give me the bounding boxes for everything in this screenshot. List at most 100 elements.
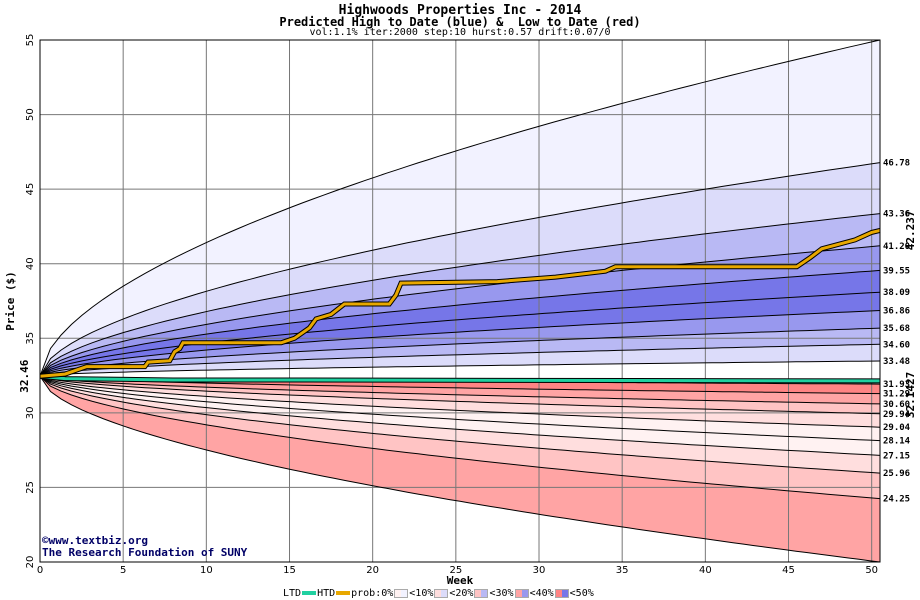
high-band-5	[40, 292, 880, 377]
low-end-label-5: 28.14	[883, 437, 911, 447]
legend-htd-swatch	[336, 591, 351, 595]
high-end-label-6: 35.68	[883, 324, 910, 334]
y-axis-label: Price ($)	[4, 271, 17, 331]
legend-bin-0: <10%	[409, 587, 434, 599]
low-band-1	[40, 376, 880, 404]
high-percentile-line-2	[39, 213, 881, 377]
chart-title: Highwoods Properties Inc - 2014	[338, 3, 582, 18]
y-tick-label-45: 45	[25, 183, 36, 196]
legend-prob-label: prob:0%	[351, 587, 394, 599]
low-percentile-line-7	[39, 375, 881, 474]
y-tick-label-20: 20	[25, 556, 36, 569]
high-end-label-1: 43.36	[883, 210, 910, 220]
low-percentile-line-2	[39, 375, 881, 405]
high-end-label-0: 46.78	[883, 159, 910, 169]
low-band-8	[40, 376, 880, 562]
x-tick-label-40: 40	[699, 565, 712, 576]
axes	[39, 39, 881, 563]
high-end-label-8: 33.48	[883, 357, 910, 367]
low-end-label-6: 27.15	[883, 451, 910, 461]
x-tick-label-25: 25	[449, 565, 462, 576]
legend-bin-swatch-1	[434, 588, 449, 598]
high-percentile-line-6	[39, 310, 881, 377]
legend-bin-swatch-0	[394, 588, 409, 598]
x-tick-label-5: 5	[120, 565, 126, 576]
legend-ltd-swatch	[302, 591, 317, 595]
legend-bin-swatch-4	[554, 588, 569, 598]
low-end-label-0: 31.93	[883, 380, 910, 390]
low-band-4	[40, 376, 880, 441]
htd-line	[39, 228, 881, 378]
high-percentile-line-1	[39, 162, 881, 377]
low-band-6	[40, 376, 880, 474]
y-tick-label-35: 35	[25, 332, 36, 345]
x-tick-label-30: 30	[533, 565, 546, 576]
high-percentile-line-7	[39, 327, 881, 377]
chart-subtitle: Predicted High to Date (blue) & Low to D…	[279, 15, 641, 29]
legend-bin-2: <30%	[489, 587, 514, 599]
legend-bin-3: <40%	[529, 587, 554, 599]
low-percentile-line-5	[39, 375, 881, 442]
low-end-label-7: 25.96	[883, 469, 910, 479]
low-percentile-line-8	[39, 375, 881, 500]
x-tick-label-10: 10	[200, 565, 213, 576]
legend-bin-swatch-3	[514, 588, 529, 598]
probability-bands	[40, 40, 880, 562]
low-end-label-3: 29.94	[883, 410, 911, 420]
ltd-end-label: 32.1427	[904, 372, 917, 418]
y-tick-label-30: 30	[25, 406, 36, 419]
high-end-label-7: 34.60	[883, 340, 910, 350]
high-percentile-line-8	[39, 343, 881, 377]
percentile-lines	[39, 39, 881, 563]
low-end-label-8: 24.25	[883, 495, 910, 505]
y-tick-label-25: 25	[25, 481, 36, 494]
htd-end-label: 42.237	[904, 210, 917, 250]
high-band-4	[40, 270, 880, 377]
x-tick-label-45: 45	[782, 565, 795, 576]
high-percentile-line-9	[39, 360, 881, 377]
start-price-label: 32.46	[18, 359, 31, 392]
low-percentile-line-9	[39, 375, 881, 563]
high-percentile-line-3	[39, 245, 881, 377]
plot-frame	[39, 39, 881, 563]
legend-ltd-label: LTD	[283, 587, 302, 599]
x-tick-label-35: 35	[616, 565, 629, 576]
legend-htd-label: HTD	[317, 587, 336, 599]
x-tick-label-50: 50	[865, 565, 878, 576]
y-tick-label-50: 50	[25, 108, 36, 121]
high-band-8	[40, 344, 880, 377]
low-percentile-line-6	[39, 375, 881, 456]
high-band-2	[40, 213, 880, 377]
low-end-label-4: 29.04	[883, 423, 911, 433]
high-end-label-3: 39.55	[883, 266, 910, 276]
legend-bin-4: <50%	[569, 587, 594, 599]
low-end-label-1: 31.29	[883, 390, 910, 400]
low-end-label-2: 30.60	[883, 400, 910, 410]
low-percentile-line-3	[39, 375, 881, 415]
simulation-params: vol:1.1% iter:2000 step:10 hurst:0.57 dr…	[309, 27, 611, 38]
low-band-7	[40, 376, 880, 499]
ltd-line	[39, 374, 881, 383]
high-end-label-4: 38.09	[883, 288, 910, 298]
legend-bin-swatch-2	[474, 588, 489, 598]
x-tick-label-15: 15	[283, 565, 296, 576]
high-percentile-line-4	[39, 269, 881, 377]
low-percentile-line-4	[39, 375, 881, 428]
y-tick-label-40: 40	[25, 257, 36, 270]
high-end-label-5: 36.86	[883, 307, 910, 317]
low-band-5	[40, 376, 880, 456]
high-band-7	[40, 328, 880, 377]
credit-organization: The Research Foundation of SUNY	[42, 546, 248, 559]
series-lines	[39, 227, 881, 384]
labels: 0 5 10 15 20 25 30 35 40 45 50 20 25 30 35 40 45 50 55 Week…	[4, 34, 917, 587]
high-percentile-line-0	[39, 39, 881, 377]
high-band-3	[40, 245, 880, 377]
credit-website: ©www.textbiz.org	[42, 534, 148, 547]
y-tick-label-55: 55	[25, 34, 36, 47]
high-end-label-2: 41.20	[883, 242, 910, 252]
x-tick-label-0: 0	[37, 565, 43, 576]
legend-bin-1: <20%	[449, 587, 474, 599]
high-band-1	[40, 162, 880, 377]
high-band-0	[40, 40, 880, 377]
